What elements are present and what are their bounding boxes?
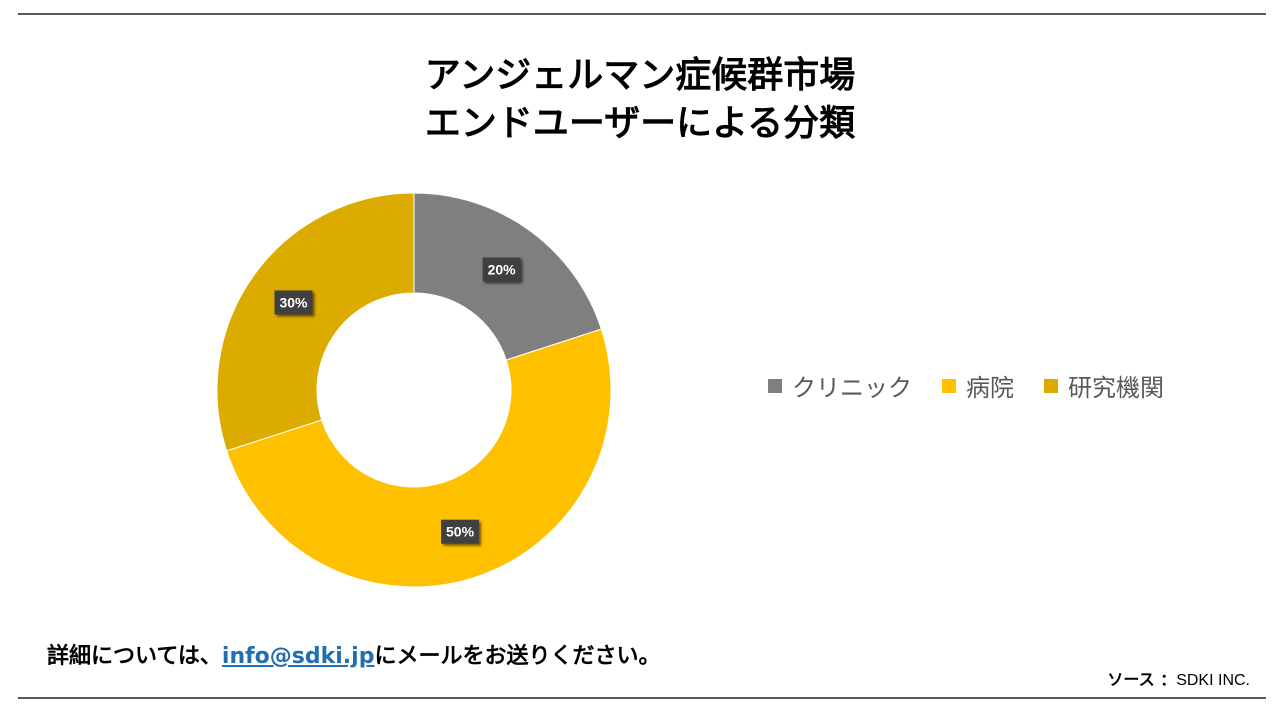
source-label: ソース ： <box>1107 670 1177 689</box>
data-label-box-research <box>274 290 313 315</box>
legend-swatch-clinic <box>768 378 782 393</box>
data-label-clinic: 20% <box>482 257 521 282</box>
legend-swatch-hospital <box>942 378 956 393</box>
data-label-text-hospital: 50% <box>446 524 475 540</box>
legend-item-clinic: クリニック <box>768 368 912 403</box>
data-label-box-clinic <box>482 257 521 282</box>
chart-legend: クリニック 病院 研究機関 <box>768 368 1164 403</box>
source-credit: ソース ：SDKI INC. <box>1107 666 1250 690</box>
source-value: SDKI INC. <box>1176 672 1250 689</box>
data-label-box-hospital <box>441 519 480 544</box>
legend-label-clinic: クリニック <box>792 374 912 402</box>
contact-note-suffix: にメールをお送りください。 <box>374 644 661 669</box>
donut-slice-research <box>216 192 415 452</box>
contact-email-link[interactable]: info@sdki.jp <box>221 644 375 669</box>
legend-label-hospital: 病院 <box>966 374 1014 402</box>
legend-label-research: 研究機関 <box>1068 374 1164 402</box>
data-label-research: 30% <box>274 290 313 315</box>
legend-item-research: 研究機関 <box>1044 368 1164 403</box>
data-label-hospital: 50% <box>441 519 480 544</box>
donut-chart: 20% 50% 30% <box>216 192 612 588</box>
data-label-text-clinic: 20% <box>488 261 517 277</box>
contact-note: 詳細については、info@sdki.jpにメールをお送りください。 <box>47 638 660 670</box>
legend-swatch-research <box>1044 378 1058 393</box>
chart-title: アンジェルマン症候群市場 エンドユーザーによる分類 <box>0 52 1280 148</box>
contact-note-prefix: 詳細については、 <box>47 644 222 669</box>
donut-slice-hospital <box>226 328 612 588</box>
data-label-text-research: 30% <box>279 294 308 310</box>
chart-title-line2: エンドユーザーによる分類 <box>424 103 856 144</box>
legend-item-hospital: 病院 <box>942 368 1014 403</box>
chart-title-line1: アンジェルマン症候群市場 <box>424 55 856 96</box>
bottom-divider <box>18 697 1266 699</box>
top-divider <box>18 13 1266 15</box>
